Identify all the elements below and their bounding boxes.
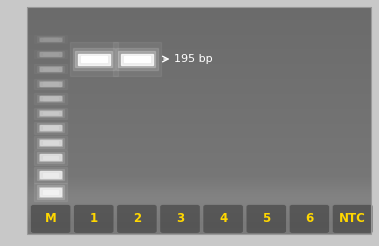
Bar xyxy=(70,42,118,76)
Bar xyxy=(43,126,58,129)
Text: M: M xyxy=(45,213,56,225)
Bar xyxy=(78,53,110,64)
Bar xyxy=(39,170,62,179)
Bar xyxy=(39,66,62,71)
Bar xyxy=(40,96,61,100)
Bar xyxy=(34,167,67,183)
Text: 6: 6 xyxy=(305,213,313,225)
Bar xyxy=(37,65,64,72)
FancyBboxPatch shape xyxy=(117,205,157,233)
Bar xyxy=(43,38,58,40)
Bar xyxy=(37,80,64,87)
Bar xyxy=(39,52,62,56)
Bar xyxy=(34,150,67,165)
Bar xyxy=(124,56,150,62)
Text: 2: 2 xyxy=(133,213,141,225)
Bar xyxy=(37,36,64,42)
Bar xyxy=(34,50,67,58)
Bar xyxy=(39,154,62,161)
Bar xyxy=(34,136,67,149)
Bar xyxy=(43,141,58,144)
Bar xyxy=(40,154,61,160)
Bar xyxy=(37,138,64,148)
Bar xyxy=(37,109,64,117)
Bar xyxy=(81,56,106,62)
Bar xyxy=(34,93,67,104)
Bar xyxy=(37,123,64,132)
Bar xyxy=(37,152,64,163)
Bar xyxy=(34,35,67,43)
Bar xyxy=(39,96,62,101)
Bar xyxy=(43,156,58,159)
Bar xyxy=(43,68,58,70)
Bar xyxy=(43,97,58,100)
FancyBboxPatch shape xyxy=(246,205,286,233)
Bar xyxy=(34,122,67,134)
Text: 5: 5 xyxy=(262,213,270,225)
Text: 4: 4 xyxy=(219,213,227,225)
Bar xyxy=(40,171,61,178)
Bar xyxy=(37,95,64,102)
Bar xyxy=(40,52,61,56)
FancyBboxPatch shape xyxy=(332,205,373,233)
Text: NTC: NTC xyxy=(339,213,366,225)
Text: 195 bp: 195 bp xyxy=(174,54,213,64)
Bar xyxy=(43,112,58,114)
Bar xyxy=(40,125,61,130)
Bar xyxy=(40,111,61,115)
Bar xyxy=(34,183,67,201)
Bar xyxy=(34,79,67,89)
Bar xyxy=(39,125,62,131)
Bar xyxy=(40,38,61,41)
FancyBboxPatch shape xyxy=(203,205,243,233)
Bar xyxy=(34,108,67,119)
FancyBboxPatch shape xyxy=(289,205,329,233)
Bar xyxy=(43,82,58,85)
Bar xyxy=(43,190,58,194)
FancyBboxPatch shape xyxy=(31,205,71,233)
FancyBboxPatch shape xyxy=(160,205,200,233)
Bar xyxy=(73,48,115,70)
Bar xyxy=(116,48,158,70)
Bar xyxy=(43,53,58,55)
Text: 3: 3 xyxy=(176,213,184,225)
FancyBboxPatch shape xyxy=(74,205,114,233)
Bar xyxy=(40,188,61,196)
Bar xyxy=(39,110,62,116)
Bar xyxy=(75,51,112,67)
Bar xyxy=(39,139,62,146)
Bar xyxy=(39,37,62,41)
Bar xyxy=(34,64,67,74)
Bar xyxy=(37,185,64,199)
Bar xyxy=(40,67,61,71)
Bar xyxy=(113,42,161,76)
Bar xyxy=(37,51,64,57)
Bar xyxy=(39,81,62,86)
Bar xyxy=(40,140,61,145)
Bar xyxy=(118,51,155,67)
Bar xyxy=(39,187,62,197)
Text: 1: 1 xyxy=(90,213,98,225)
Bar xyxy=(40,82,61,86)
Bar xyxy=(121,53,153,64)
Bar xyxy=(37,169,64,180)
Bar xyxy=(43,173,58,177)
